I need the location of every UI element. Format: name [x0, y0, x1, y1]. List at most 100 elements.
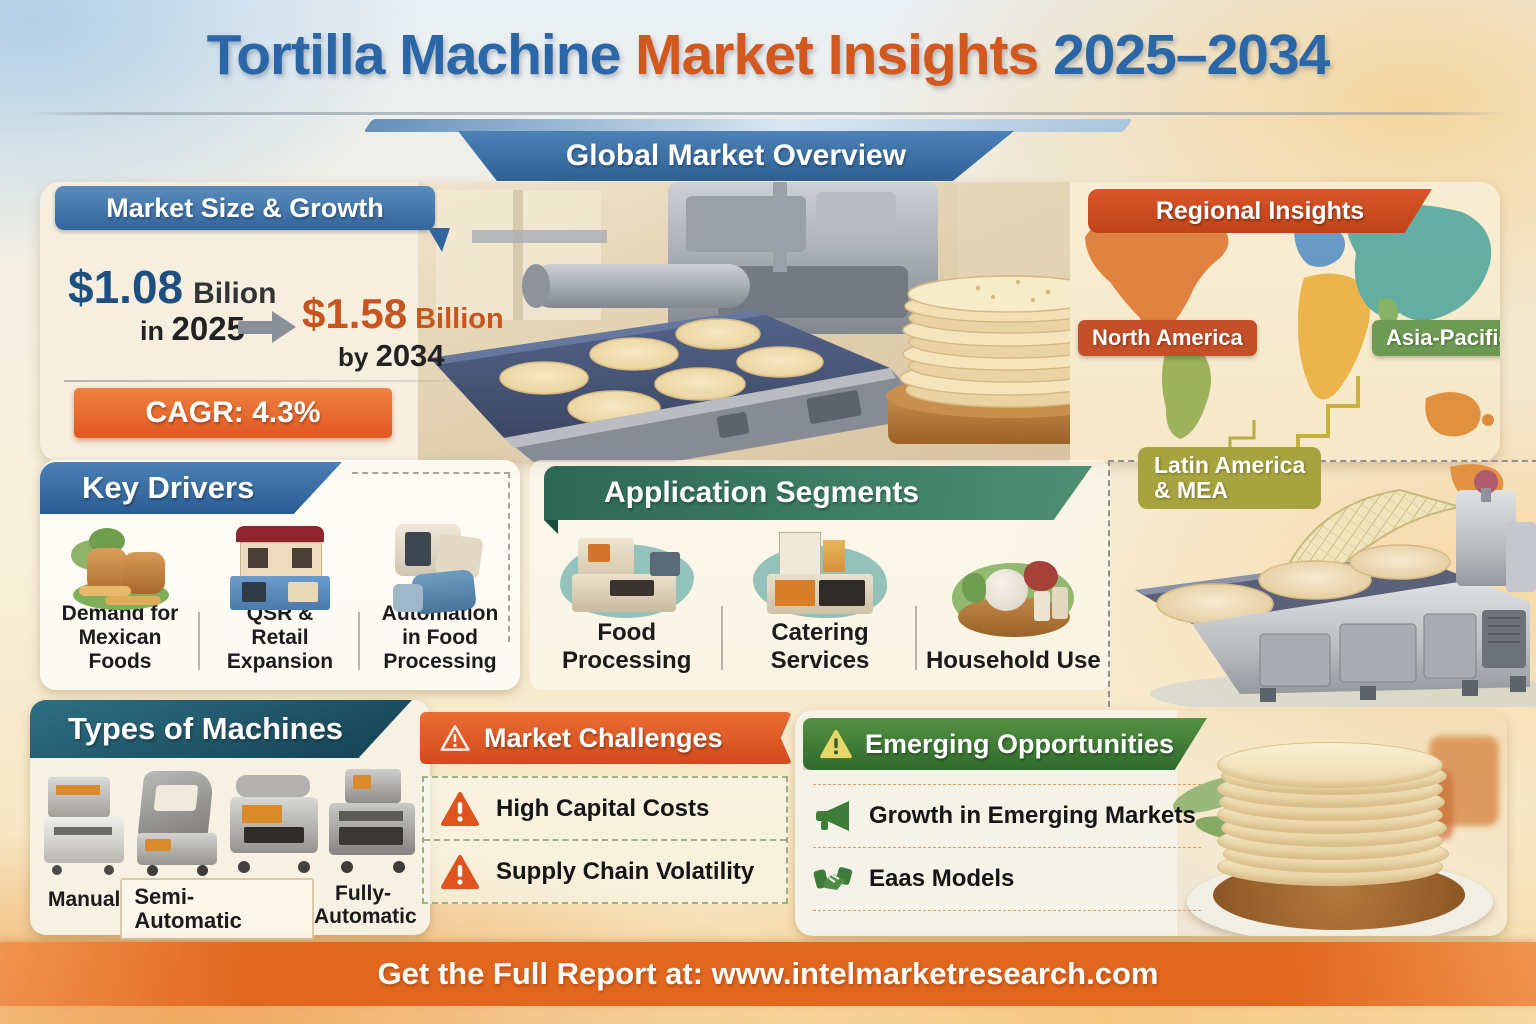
market-size-header-tail — [428, 228, 450, 252]
end-year-line: by 2034 — [338, 338, 445, 374]
end-unit: Billion — [415, 303, 504, 335]
opportunity-item: Eaas Models — [813, 848, 1201, 911]
automation-machine-icon — [385, 522, 495, 616]
key-drivers-header: Key Drivers — [40, 462, 342, 514]
processing-machine-icon — [552, 526, 702, 619]
market-size-header-label: Market Size & Growth — [106, 192, 384, 223]
emerging-opportunities-panel: Emerging Opportunities Growth in Emergin… — [795, 710, 1507, 936]
machine-types-label: Types of Machines — [68, 711, 344, 746]
cagr-badge: CAGR: 4.3% — [74, 388, 392, 438]
application-items: Food Processing Catering Services — [530, 526, 1110, 684]
emerging-opportunities-header: Emerging Opportunities — [803, 718, 1207, 770]
machine-images-row — [40, 769, 420, 876]
mexican-food-icon — [65, 522, 175, 610]
application-segments-label: Application Segments — [604, 476, 920, 509]
regional-insights-label: Regional Insights — [1155, 196, 1365, 225]
opportunities-list: Growth in Emerging Markets Eaas Models — [813, 784, 1201, 911]
tortilla-machine-hero-image — [418, 182, 1142, 462]
opportunity-label: Growth in Emerging Markets — [869, 802, 1196, 829]
market-size-header: Market Size & Growth — [55, 186, 435, 230]
warning-triangle-icon — [820, 729, 852, 759]
global-overview-label: Global Market Overview — [565, 139, 907, 172]
key-drivers-items: Rising Demand for Mexican Foods QSR & Re… — [40, 522, 520, 684]
start-year-prefix: in — [140, 316, 164, 346]
footer-report-link[interactable]: Get the Full Report at: www.intelmarketr… — [377, 956, 1159, 991]
megaphone-icon — [816, 801, 849, 831]
key-driver-item: Rising Demand for Mexican Foods — [40, 522, 200, 684]
machine-types-header: Types of Machines — [30, 700, 412, 758]
gray-tab-decoration — [472, 230, 607, 243]
market-challenges-label: Market Challenges — [484, 722, 723, 753]
warning-triangle-icon — [440, 725, 470, 751]
emerging-opportunities-label: Emerging Opportunities — [865, 728, 1175, 759]
divider — [721, 606, 724, 670]
stat-divider — [64, 380, 456, 382]
application-label: Household Use — [925, 646, 1101, 674]
machine-types-panel: Types of Machines — [30, 700, 430, 941]
key-drivers-panel: Key Drivers Rising Demand for Mexican Fo… — [40, 460, 520, 690]
arrow-right-icon-head — [272, 311, 296, 343]
global-overview-banner: Global Market Overview — [458, 131, 1014, 181]
title-part-years: 2025–2034 — [1053, 23, 1330, 87]
ribbon-fold-decoration — [544, 520, 558, 534]
opportunity-label: Eaas Models — [869, 865, 1015, 892]
challenge-item: High Capital Costs — [424, 778, 786, 839]
start-year: 2025 — [171, 310, 245, 347]
application-label: Food Processing — [561, 619, 692, 674]
divider — [914, 606, 917, 670]
semi-automatic-machine-2-icon — [228, 773, 320, 875]
region-badge-asia-pacific: Asia-Pacific — [1372, 320, 1500, 356]
market-challenges-section: Market Challenges High Capital Costs Sup… — [420, 712, 792, 912]
title-part-topic: Market Insights — [635, 23, 1039, 87]
machine-type-label: Manual — [48, 888, 121, 911]
food-board-icon — [938, 547, 1088, 647]
warning-triangle-icon — [441, 791, 479, 826]
key-driver-label: Automation in Food Processing — [381, 602, 499, 674]
latam-label-line1: Latin America — [1154, 452, 1306, 478]
title-part-product: Tortilla Machine — [206, 23, 622, 87]
application-segments-header: Application Segments — [544, 466, 1092, 520]
machine-type-labels: Manual Semi-Automatic Fully-Automatic — [40, 878, 420, 941]
market-value-2034: $1.58 Billion — [302, 290, 504, 338]
end-value: $1.58 — [302, 290, 408, 337]
application-label: Catering Services — [770, 619, 870, 674]
tortilla-top — [1217, 742, 1443, 788]
title-divider — [28, 112, 1508, 115]
divider — [198, 612, 200, 670]
challenge-item: Supply Chain Volatility — [424, 839, 786, 902]
start-value: $1.08 — [68, 261, 184, 313]
region-badge-latin-america-mea: Latin America & MEA — [1138, 447, 1322, 509]
market-challenges-header: Market Challenges — [420, 712, 792, 764]
application-segments-panel: Application Segments Food Processing — [530, 460, 1110, 690]
catering-unit-icon — [745, 526, 895, 619]
application-item: Food Processing — [530, 526, 724, 684]
arrow-right-icon — [238, 321, 274, 334]
dashed-border-decoration — [352, 472, 510, 642]
machine-type-label: Fully-Automatic — [314, 882, 417, 929]
asia-pacific-label: Asia-Pacific — [1386, 325, 1500, 350]
end-year-prefix: by — [338, 342, 369, 372]
overview-panel: Regional Insights North America Asia-Pac… — [40, 182, 1500, 462]
machine-type-label-boxed: Semi-Automatic — [120, 878, 314, 941]
cagr-label: CAGR: 4.3% — [145, 396, 321, 429]
banner-swoosh-decoration — [363, 119, 1133, 132]
latam-label-line2: & MEA — [1154, 476, 1229, 503]
key-driver-item: QSR & Retail Expansion — [200, 522, 360, 684]
application-item: Catering Services — [723, 526, 917, 684]
key-driver-item: Automation in Food Processing — [360, 522, 520, 684]
challenge-label: High Capital Costs — [496, 794, 710, 822]
fully-automatic-machine-icon — [327, 769, 417, 875]
tortilla-stack-photo — [1168, 710, 1507, 936]
region-badge-north-america: North America — [1078, 320, 1257, 356]
page-title: Tortilla Machine Market Insights 2025–20… — [0, 22, 1536, 88]
opportunity-item: Growth in Emerging Markets — [813, 784, 1201, 848]
key-drivers-label: Key Drivers — [82, 470, 255, 505]
end-year: 2034 — [375, 338, 445, 373]
challenges-list: High Capital Costs Supply Chain Volatili… — [422, 776, 788, 904]
market-value-2025: $1.08 Bilion — [68, 260, 276, 314]
footer-banner: Get the Full Report at: www.intelmarketr… — [0, 942, 1536, 1006]
tortilla-line-machine-image — [1108, 460, 1536, 716]
divider — [358, 612, 360, 670]
start-year-line: in 2025 — [140, 310, 245, 348]
north-america-label: North America — [1092, 325, 1243, 350]
